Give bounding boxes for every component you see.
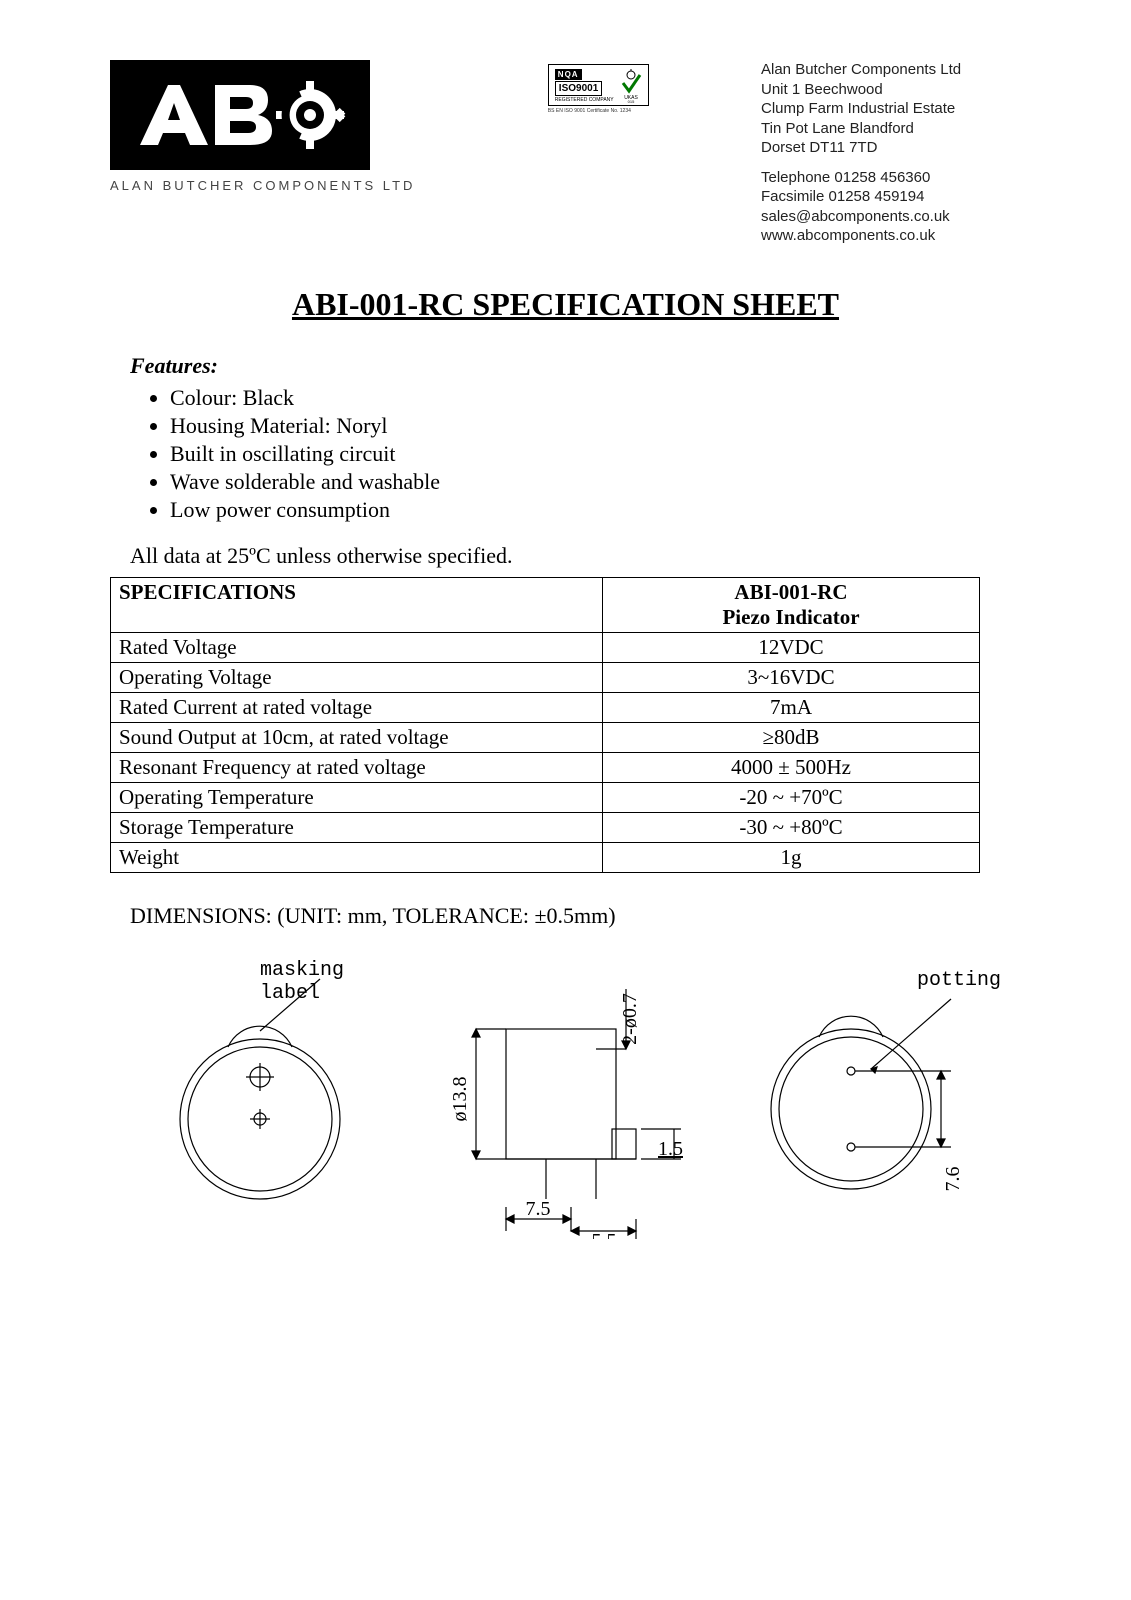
addr-email: sales@abcomponents.co.uk xyxy=(761,207,1021,227)
spec-label: Sound Output at 10cm, at rated voltage xyxy=(111,722,603,752)
conditions-note: All data at 25ºC unless otherwise specif… xyxy=(130,543,1021,569)
certification-badge: NQA ISO9001 REGISTERED COMPANY UKAS 015 … xyxy=(548,64,649,114)
addr-line: Tin Pot Lane Blandford xyxy=(761,119,1021,139)
spec-value: -20 ~ +70ºC xyxy=(603,782,980,812)
svg-text:5.5: 5.5 xyxy=(591,1230,616,1239)
cert-registered: REGISTERED COMPANY xyxy=(555,97,614,103)
spec-value: 7mA xyxy=(603,692,980,722)
svg-text:015: 015 xyxy=(627,99,634,103)
table-row: Rated Voltage12VDC xyxy=(111,632,980,662)
spec-label: Rated Voltage xyxy=(111,632,603,662)
spec-label: Weight xyxy=(111,842,603,872)
table-header-spec: SPECIFICATIONS xyxy=(111,577,603,632)
spec-label: Resonant Frequency at rated voltage xyxy=(111,752,603,782)
addr-tel: Telephone 01258 456360 xyxy=(761,168,1021,188)
feature-item: Wave solderable and washable xyxy=(170,469,1021,495)
table-header-part: ABI-001-RC Piezo Indicator xyxy=(603,577,980,632)
company-name: ALAN BUTCHER COMPONENTS LTD xyxy=(110,178,415,193)
cert-iso: ISO9001 xyxy=(555,81,602,96)
features-list: Colour: Black Housing Material: Noryl Bu… xyxy=(170,385,1021,523)
cert-nqa: NQA xyxy=(555,69,582,80)
table-header-part-line: ABI-001-RC xyxy=(734,580,847,604)
svg-text:2-ø0.7: 2-ø0.7 xyxy=(619,993,641,1045)
addr-fax: Facsimile 01258 459194 xyxy=(761,187,1021,207)
addr-web: www.abcomponents.co.uk xyxy=(761,226,1021,246)
specifications-table: SPECIFICATIONS ABI-001-RC Piezo Indicato… xyxy=(110,577,980,873)
svg-text:7.6: 7.6 xyxy=(942,1166,964,1191)
table-row: Weight1g xyxy=(111,842,980,872)
svg-text:ø13.8: ø13.8 xyxy=(449,1076,471,1121)
table-row: Sound Output at 10cm, at rated voltage≥8… xyxy=(111,722,980,752)
ukas-tick-icon: UKAS 015 xyxy=(620,69,642,103)
company-address: Alan Butcher Components Ltd Unit 1 Beech… xyxy=(761,60,1021,246)
spec-label: Rated Current at rated voltage xyxy=(111,692,603,722)
feature-item: Low power consumption xyxy=(170,497,1021,523)
spec-value: 4000 ± 500Hz xyxy=(603,752,980,782)
diagram-bottom-potting: potting xyxy=(741,959,1001,1239)
svg-text:7.5: 7.5 xyxy=(525,1198,550,1220)
feature-item: Colour: Black xyxy=(170,385,1021,411)
spec-value: ≥80dB xyxy=(603,722,980,752)
spec-label: Operating Voltage xyxy=(111,662,603,692)
diagram-side: ø13.8 2-ø0.7 7.5 5.5 1.5 xyxy=(426,959,706,1239)
feature-item: Housing Material: Noryl xyxy=(170,413,1021,439)
diagram-top-masking: masking label xyxy=(150,959,390,1219)
addr-line: Dorset DT11 7TD xyxy=(761,138,1021,158)
spec-value: 3~16VDC xyxy=(603,662,980,692)
table-row: Resonant Frequency at rated voltage4000 … xyxy=(111,752,980,782)
svg-text:1.5: 1.5 xyxy=(658,1138,683,1160)
table-row: Operating Temperature-20 ~ +70ºC xyxy=(111,782,980,812)
addr-line: Clump Farm Industrial Estate xyxy=(761,99,1021,119)
table-row: Rated Current at rated voltage7mA xyxy=(111,692,980,722)
spec-label: Operating Temperature xyxy=(111,782,603,812)
spec-value: 1g xyxy=(603,842,980,872)
page-title: ABI-001-RC SPECIFICATION SHEET xyxy=(110,286,1021,323)
table-row: Storage Temperature-30 ~ +80ºC xyxy=(111,812,980,842)
spec-value: -30 ~ +80ºC xyxy=(603,812,980,842)
potting-label: potting xyxy=(917,969,1001,992)
spec-label: Storage Temperature xyxy=(111,812,603,842)
table-row: Operating Voltage3~16VDC xyxy=(111,662,980,692)
spec-value: 12VDC xyxy=(603,632,980,662)
dimensions-heading: DIMENSIONS: (UNIT: mm, TOLERANCE: ±0.5mm… xyxy=(130,903,1021,929)
addr-line: Unit 1 Beechwood xyxy=(761,80,1021,100)
features-heading: Features: xyxy=(130,353,1021,379)
company-logo: ALAN BUTCHER COMPONENTS LTD xyxy=(110,60,415,193)
abc-logo-icon xyxy=(130,75,350,155)
feature-item: Built in oscillating circuit xyxy=(170,441,1021,467)
cert-footer: BS EN ISO 9001 Certificate No. 1234 xyxy=(548,108,649,114)
masking-label: masking label xyxy=(260,959,390,1005)
table-header-part-line: Piezo Indicator xyxy=(722,605,859,629)
addr-line: Alan Butcher Components Ltd xyxy=(761,60,1021,80)
